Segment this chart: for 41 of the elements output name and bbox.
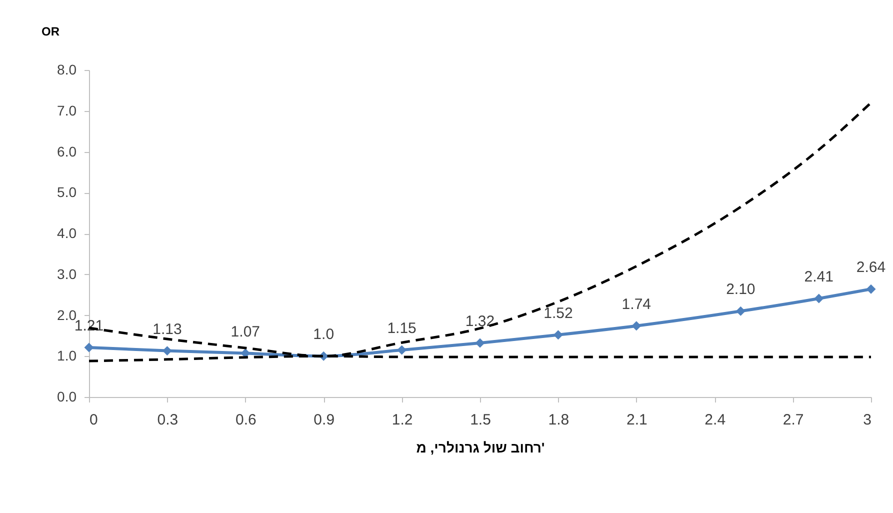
point <box>553 330 563 340</box>
point <box>736 306 746 316</box>
data-label: 1.15 <box>387 320 416 337</box>
x-tick-label: 1.2 <box>392 412 413 428</box>
x-tick-label: 2.4 <box>704 412 726 428</box>
x-tick-label: 3 <box>863 412 872 428</box>
x-tick-label: 0.6 <box>235 412 256 428</box>
point <box>632 321 642 331</box>
point <box>397 345 407 355</box>
y-tick-label: 2.0 <box>57 306 77 323</box>
y-tick-label: 0.0 <box>57 388 77 404</box>
data-label: 1.13 <box>152 320 182 338</box>
point <box>84 342 94 352</box>
x-tick-label: 2.1 <box>626 412 648 428</box>
y-axis-title: OR <box>42 24 60 38</box>
data-label: 2.64 <box>856 259 886 276</box>
data-label: 2.10 <box>726 281 756 298</box>
y-tick-label: 4.0 <box>57 225 77 241</box>
y-tick-label: 7.0 <box>57 102 77 118</box>
point <box>814 294 824 304</box>
x-tick-label: 1.8 <box>548 412 570 428</box>
y-tick-label: 3.0 <box>57 266 77 282</box>
data-label: 1.32 <box>465 313 495 330</box>
y-tick-label: 1.0 <box>57 348 77 364</box>
y-tick-label: 5.0 <box>57 184 77 200</box>
data-label: 1.52 <box>544 304 573 322</box>
point <box>866 284 876 294</box>
point <box>162 346 172 356</box>
point <box>475 338 485 348</box>
x-tick-label: 1.5 <box>470 412 491 428</box>
data-label: 1.74 <box>622 296 651 313</box>
x-axis-title: רחוב שול גרנולרי, מ' <box>416 440 545 456</box>
x-tick-label: 0 <box>90 412 98 428</box>
data-label: 1.07 <box>230 323 260 340</box>
data-label: 2.41 <box>804 268 834 286</box>
x-tick-label: 2.7 <box>782 412 804 428</box>
data-label: 1.0 <box>313 326 334 344</box>
x-tick-label: 0.9 <box>314 412 335 428</box>
x-tick-label: 0.3 <box>157 412 178 428</box>
y-tick-label: 8.0 <box>57 62 77 78</box>
y-tick-label: 6.0 <box>57 143 77 160</box>
